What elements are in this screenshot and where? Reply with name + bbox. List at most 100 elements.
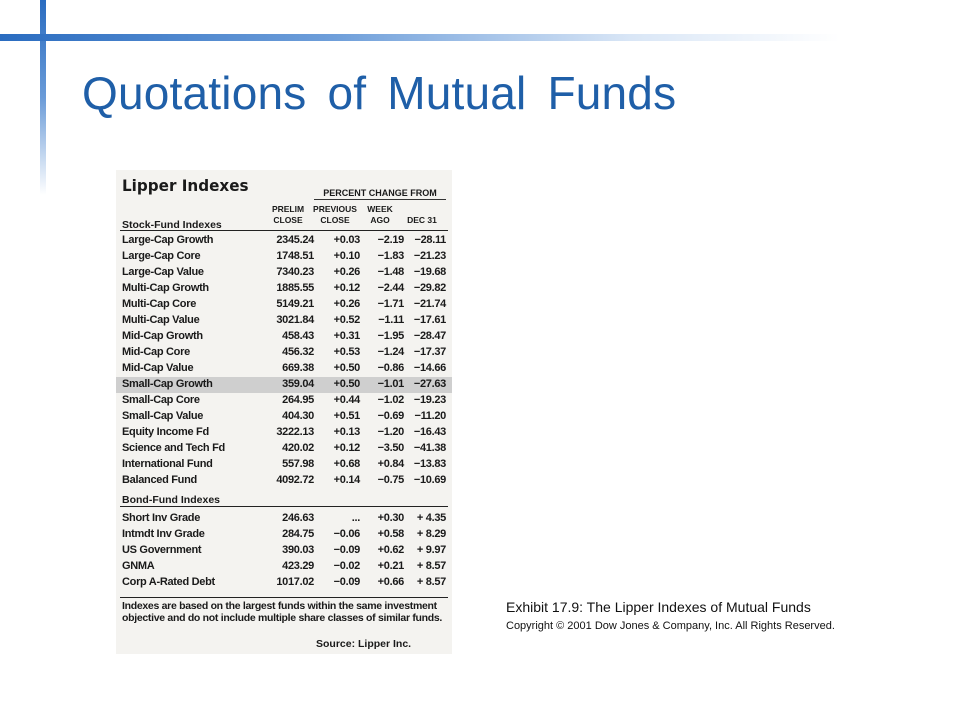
lipper-indexes-table: Lipper Indexes PERCENT CHANGE FROM PRELI… — [116, 170, 452, 654]
prelim-close: 390.03 — [282, 544, 314, 556]
fund-name: Large-Cap Value — [122, 266, 204, 278]
table-row: International Fund 557.98 +0.68 +0.84 −13.83 — [122, 457, 446, 473]
previous-close-change: +0.68 — [333, 458, 361, 470]
prelim-close: 3222.13 — [276, 426, 314, 438]
table-row: Multi-Cap Core 5149.21 +0.26 −1.71 −21.74 — [122, 297, 446, 313]
prelim-close: 458.43 — [282, 330, 314, 342]
dec31-change: + 8.57 — [416, 560, 446, 572]
header-rule — [120, 230, 448, 231]
week-ago-change: +0.21 — [377, 560, 405, 572]
dec31-change: −19.68 — [413, 266, 446, 278]
dec31-change: −10.69 — [413, 474, 446, 486]
table-row: GNMA 423.29 −0.02 +0.21 + 8.57 — [122, 559, 446, 575]
prelim-close: 246.63 — [282, 512, 314, 524]
week-ago-change: +0.84 — [377, 458, 405, 470]
previous-close-change: +0.50 — [333, 362, 361, 374]
dec31-change: −16.43 — [413, 426, 446, 438]
fund-name: Mid-Cap Value — [122, 362, 194, 374]
fund-name: GNMA — [122, 560, 155, 572]
previous-close-change: −0.09 — [333, 576, 361, 588]
prelim-close: 2345.24 — [276, 234, 314, 246]
fund-name: Multi-Cap Value — [122, 314, 200, 326]
dec31-change: −14.66 — [413, 362, 446, 374]
previous-close-change: +0.26 — [333, 266, 361, 278]
previous-close-change: +0.50 — [333, 378, 361, 390]
slide-title: Quotations of Mutual Funds — [82, 67, 677, 119]
week-ago-change: −1.48 — [377, 266, 405, 278]
week-ago-change: −1.95 — [377, 330, 405, 342]
week-ago-change: −0.86 — [377, 362, 405, 374]
prelim-close: 4092.72 — [276, 474, 314, 486]
table-footnote: Indexes are based on the largest funds w… — [122, 600, 443, 624]
prelim-close: 404.30 — [282, 410, 314, 422]
previous-close-change: +0.12 — [333, 282, 361, 294]
caption-title: Exhibit 17.9: The Lipper Indexes of Mutu… — [506, 599, 811, 615]
table-row: Multi-Cap Growth 1885.55 +0.12 −2.44 −29.82 — [122, 281, 446, 297]
week-ago-change: −1.11 — [378, 314, 404, 326]
previous-close-change: +0.31 — [333, 330, 361, 342]
prelim-close: 423.29 — [282, 560, 314, 572]
previous-close-change: +0.51 — [333, 410, 361, 422]
week-ago-change: −1.20 — [377, 426, 405, 438]
prelim-close: 7340.23 — [276, 266, 314, 278]
table-row: Short Inv Grade 246.63... +0.30 + 4.35 — [122, 511, 446, 527]
header-previous-close: PREVIOUS CLOSE — [313, 204, 357, 225]
fund-name: Small-Cap Growth — [122, 378, 213, 390]
table-source: Source: Lipper Inc. — [316, 638, 412, 650]
stock-fund-section-label: Stock-Fund Indexes — [122, 219, 222, 231]
dec31-change: −13.83 — [413, 458, 446, 470]
fund-name: Intmdt Inv Grade — [122, 528, 205, 540]
header-week-ago: WEEK AGO — [367, 204, 393, 225]
dec31-change: −28.11 — [414, 234, 446, 246]
previous-close-change: +0.12 — [333, 442, 361, 454]
fund-name: Multi-Cap Growth — [122, 282, 209, 294]
fund-name: Science and Tech Fd — [122, 442, 225, 454]
previous-close-change: −0.06 — [333, 528, 361, 540]
table-row: Science and Tech Fd 420.02 +0.12 −3.50 −41.3… — [122, 441, 446, 457]
week-ago-change: +0.66 — [377, 576, 405, 588]
table-row: Small-Cap Growth 359.04 +0.50 −1.01 −27.63 — [116, 377, 452, 393]
header-dec-31: DEC 31 — [407, 215, 437, 225]
dec31-change: + 9.97 — [416, 544, 446, 556]
table-row: Large-Cap Core 1748.51 +0.10 −1.83 −21.23 — [122, 249, 446, 265]
fund-name: Equity Income Fd — [122, 426, 209, 438]
previous-close-change: +0.26 — [333, 298, 361, 310]
fund-name: Large-Cap Growth — [122, 234, 214, 246]
week-ago-change: −1.02 — [377, 394, 405, 406]
table-row: Mid-Cap Value 669.38 +0.50 −0.86 −14.66 — [122, 361, 446, 377]
fund-name: Mid-Cap Growth — [122, 330, 203, 342]
dec31-change: + 4.35 — [416, 512, 446, 524]
exhibit-caption: Exhibit 17.9: The Lipper Indexes of Mutu… — [506, 598, 856, 635]
week-ago-change: −1.01 — [377, 378, 405, 390]
dec31-change: −21.74 — [413, 298, 446, 310]
week-ago-change: −0.75 — [377, 474, 405, 486]
week-ago-change: −0.69 — [377, 410, 405, 422]
week-ago-change: −2.44 — [377, 282, 405, 294]
prelim-close: 3021.84 — [276, 314, 314, 326]
fund-name: Short Inv Grade — [122, 512, 201, 524]
prelim-close: 557.98 — [282, 458, 314, 470]
prelim-close: 669.38 — [282, 362, 314, 374]
dec31-change: −21.23 — [413, 250, 446, 262]
header-group-percent-change: PERCENT CHANGE FROM — [314, 188, 446, 200]
previous-close-change: +0.53 — [333, 346, 361, 358]
bond-fund-section-label: Bond-Fund Indexes — [122, 494, 220, 506]
caption-copyright: Copyright © 2001 Dow Jones & Company, In… — [506, 620, 835, 632]
previous-close-change: +0.03 — [333, 234, 361, 246]
fund-name: US Government — [122, 544, 202, 556]
fund-name: International Fund — [122, 458, 213, 470]
previous-close-change: ... — [351, 512, 361, 524]
table-row: Small-Cap Value 404.30 +0.51 −0.69 −11.20 — [122, 409, 446, 425]
week-ago-change: −1.83 — [377, 250, 405, 262]
prelim-close: 359.04 — [282, 378, 314, 390]
fund-name: Corp A-Rated Debt — [122, 576, 215, 588]
fund-name: Large-Cap Core — [122, 250, 201, 262]
slide-accent-vertical — [40, 0, 46, 195]
prelim-close: 420.02 — [282, 442, 314, 454]
prelim-close: 456.32 — [282, 346, 314, 358]
previous-close-change: +0.10 — [333, 250, 361, 262]
table-row: Small-Cap Core 264.95 +0.44 −1.02 −19.23 — [122, 393, 446, 409]
dec31-change: −17.37 — [413, 346, 446, 358]
table-row: Mid-Cap Core 456.32 +0.53 −1.24 −17.37 — [122, 345, 446, 361]
prelim-close: 264.95 — [282, 394, 314, 406]
